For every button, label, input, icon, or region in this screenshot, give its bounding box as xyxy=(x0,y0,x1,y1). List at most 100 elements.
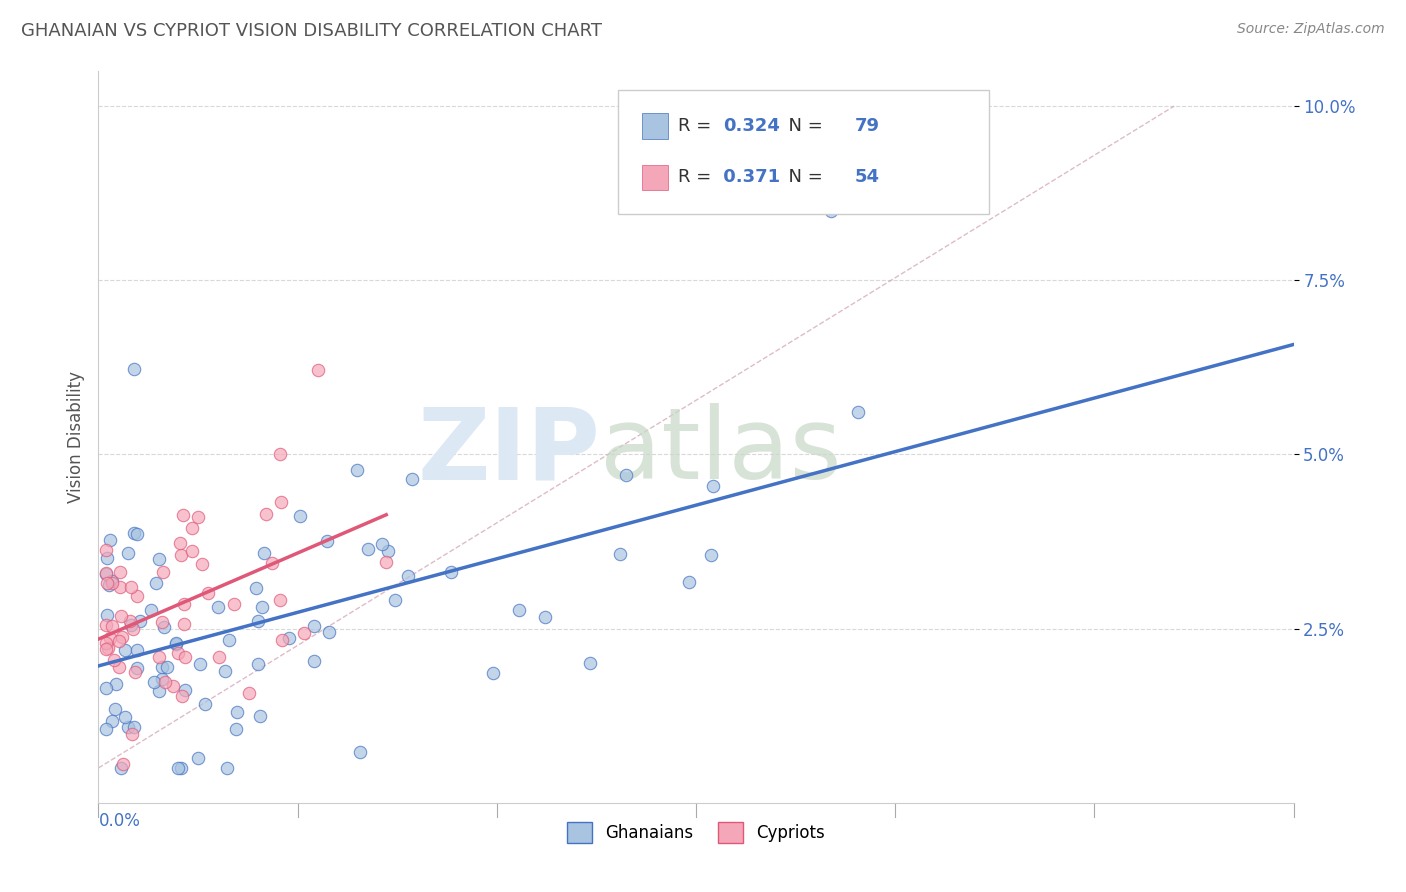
Point xyxy=(225,723,247,737)
Point xyxy=(357,541,380,556)
Point xyxy=(614,468,637,483)
Point xyxy=(110,580,132,594)
Point xyxy=(129,614,152,628)
Point xyxy=(226,705,249,719)
Point xyxy=(120,617,142,632)
Point xyxy=(218,632,240,647)
Text: ZIP: ZIP xyxy=(418,403,600,500)
Point xyxy=(150,672,173,686)
Point xyxy=(307,363,329,377)
Point xyxy=(96,681,118,696)
FancyBboxPatch shape xyxy=(643,165,668,190)
Text: 0.371: 0.371 xyxy=(717,169,780,186)
Point xyxy=(96,566,118,581)
Point xyxy=(384,593,406,607)
Point xyxy=(173,617,195,632)
Point xyxy=(238,686,260,700)
Point xyxy=(103,653,125,667)
Text: GHANAIAN VS CYPRIOT VISION DISABILITY CORRELATION CHART: GHANAIAN VS CYPRIOT VISION DISABILITY CO… xyxy=(21,22,602,40)
Point xyxy=(249,709,271,723)
Point xyxy=(401,472,423,486)
Point xyxy=(127,526,149,541)
Point xyxy=(820,203,842,218)
Point xyxy=(122,526,145,541)
Point xyxy=(167,761,190,775)
Point xyxy=(375,555,398,569)
Point xyxy=(150,660,173,674)
Point xyxy=(111,630,134,644)
Text: 0.0%: 0.0% xyxy=(98,812,141,830)
Point xyxy=(181,520,204,534)
Text: 54: 54 xyxy=(855,169,880,186)
FancyBboxPatch shape xyxy=(619,90,988,214)
Point xyxy=(440,565,463,579)
Point xyxy=(262,557,284,571)
Point xyxy=(104,702,127,716)
Point xyxy=(96,566,118,581)
Point xyxy=(124,665,146,679)
Point xyxy=(170,689,193,703)
Point xyxy=(169,536,191,550)
Point xyxy=(247,657,270,671)
Point xyxy=(125,642,148,657)
Point xyxy=(127,660,149,674)
Point xyxy=(173,597,195,611)
Point xyxy=(222,597,245,611)
Point xyxy=(96,551,118,566)
Point xyxy=(165,635,187,649)
Point xyxy=(96,722,118,736)
Legend: Ghanaians, Cypriots: Ghanaians, Cypriots xyxy=(560,815,832,849)
Point xyxy=(148,649,170,664)
Point xyxy=(254,507,277,521)
Point xyxy=(108,659,131,673)
Point xyxy=(245,581,267,595)
Point xyxy=(678,575,700,590)
Point xyxy=(699,548,721,562)
Point xyxy=(252,600,274,615)
Point xyxy=(277,631,299,645)
Point xyxy=(120,580,142,594)
Point xyxy=(122,721,145,735)
Point xyxy=(173,683,195,698)
Text: 0.324: 0.324 xyxy=(724,117,780,136)
Point xyxy=(167,646,190,660)
Point xyxy=(302,619,325,633)
Point xyxy=(117,546,139,560)
Point xyxy=(121,622,143,636)
Point xyxy=(114,643,136,657)
Point xyxy=(98,632,121,646)
Point xyxy=(371,537,394,551)
Point xyxy=(101,576,124,591)
Point xyxy=(207,600,229,615)
Point xyxy=(121,727,143,741)
Point xyxy=(197,586,219,600)
Text: Source: ZipAtlas.com: Source: ZipAtlas.com xyxy=(1237,22,1385,37)
Point xyxy=(96,642,118,657)
Point xyxy=(609,547,631,561)
Point xyxy=(153,620,176,634)
Text: N =: N = xyxy=(778,169,828,186)
Point xyxy=(172,508,194,523)
Point xyxy=(208,650,231,665)
Point xyxy=(217,761,239,775)
Point xyxy=(97,641,120,656)
Point xyxy=(188,657,211,671)
Point xyxy=(508,602,530,616)
Point xyxy=(117,720,139,734)
Point xyxy=(96,618,118,632)
Point xyxy=(214,664,236,678)
Point xyxy=(190,557,212,571)
Point xyxy=(187,509,209,524)
Text: atlas: atlas xyxy=(600,403,842,500)
Y-axis label: Vision Disability: Vision Disability xyxy=(66,371,84,503)
Point xyxy=(396,569,419,583)
Point xyxy=(269,447,291,461)
FancyBboxPatch shape xyxy=(643,113,668,139)
Point xyxy=(174,649,197,664)
Point xyxy=(269,593,291,607)
Point xyxy=(98,533,121,547)
Point xyxy=(253,546,276,560)
Point xyxy=(316,533,339,548)
Point xyxy=(96,543,118,558)
Point xyxy=(101,714,124,729)
